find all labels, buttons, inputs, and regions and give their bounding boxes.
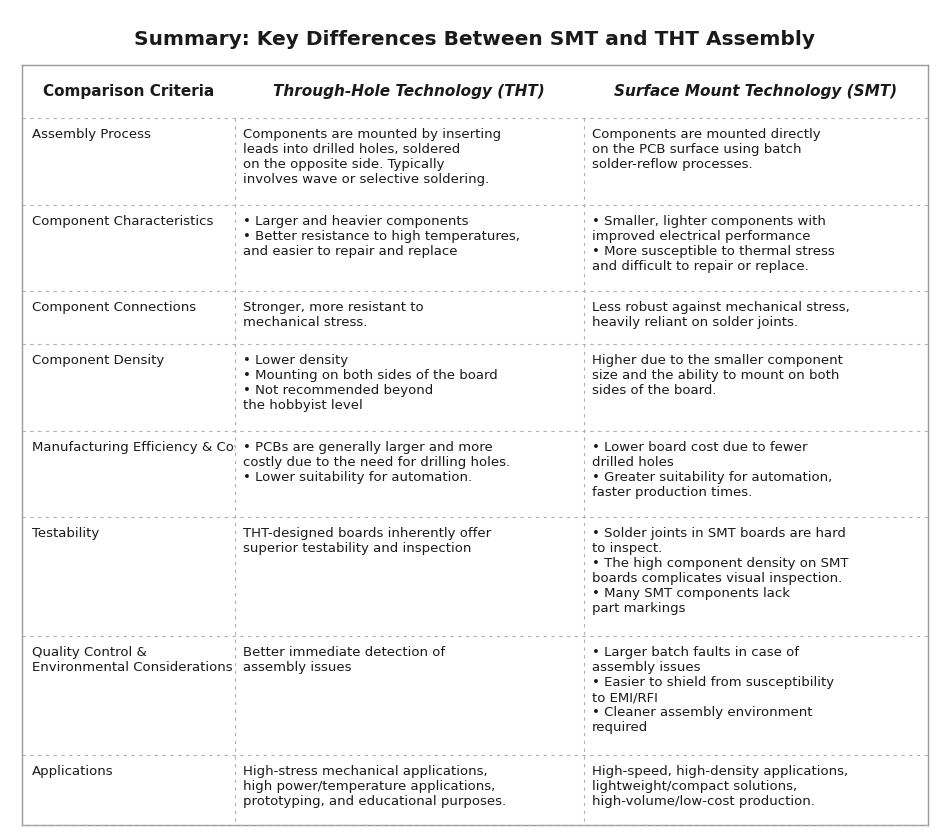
Text: Comparison Criteria: Comparison Criteria [43,84,214,99]
Text: Higher due to the smaller component
size and the ability to mount on both
sides : Higher due to the smaller component size… [592,354,843,397]
Text: • Lower density
• Mounting on both sides of the board
• Not recommended beyond
t: • Lower density • Mounting on both sides… [243,354,498,412]
Text: • Smaller, lighter components with
improved electrical performance
• More suscep: • Smaller, lighter components with impro… [592,215,834,272]
Text: Stronger, more resistant to
mechanical stress.: Stronger, more resistant to mechanical s… [243,301,424,329]
Text: Component Characteristics: Component Characteristics [32,215,214,227]
Text: • Larger batch faults in case of
assembly issues
• Easier to shield from suscept: • Larger batch faults in case of assembl… [592,646,834,734]
Text: High-stress mechanical applications,
high power/temperature applications,
protot: High-stress mechanical applications, hig… [243,766,506,808]
Text: • Lower board cost due to fewer
drilled holes
• Greater suitability for automati: • Lower board cost due to fewer drilled … [592,441,832,499]
Text: Components are mounted directly
on the PCB surface using batch
solder-reflow pro: Components are mounted directly on the P… [592,128,821,172]
Text: Components are mounted by inserting
leads into drilled holes, soldered
on the op: Components are mounted by inserting lead… [243,128,501,187]
Text: Through-Hole Technology (THT): Through-Hole Technology (THT) [274,84,545,99]
Text: Assembly Process: Assembly Process [32,128,151,142]
Text: Component Connections: Component Connections [32,301,196,314]
Text: • Larger and heavier components
• Better resistance to high temperatures,
and ea: • Larger and heavier components • Better… [243,215,520,257]
Text: Less robust against mechanical stress,
heavily reliant on solder joints.: Less robust against mechanical stress, h… [592,301,849,329]
Text: Manufacturing Efficiency & Cost: Manufacturing Efficiency & Cost [32,441,246,454]
Text: Applications: Applications [32,766,114,778]
Text: Surface Mount Technology (SMT): Surface Mount Technology (SMT) [615,84,898,99]
Text: Quality Control &
Environmental Considerations: Quality Control & Environmental Consider… [32,646,233,674]
Text: THT-designed boards inherently offer
superior testability and inspection: THT-designed boards inherently offer sup… [243,527,491,555]
Text: Better immediate detection of
assembly issues: Better immediate detection of assembly i… [243,646,445,674]
Text: Summary: Key Differences Between SMT and THT Assembly: Summary: Key Differences Between SMT and… [135,30,815,49]
Text: Component Density: Component Density [32,354,164,367]
Text: • PCBs are generally larger and more
costly due to the need for drilling holes.
: • PCBs are generally larger and more cos… [243,441,510,484]
Text: High-speed, high-density applications,
lightweight/compact solutions,
high-volum: High-speed, high-density applications, l… [592,766,847,808]
Text: Testability: Testability [32,527,99,540]
Text: • Solder joints in SMT boards are hard
to inspect.
• The high component density : • Solder joints in SMT boards are hard t… [592,527,848,615]
